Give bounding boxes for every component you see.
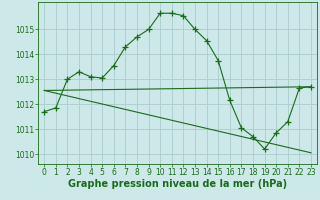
- X-axis label: Graphe pression niveau de la mer (hPa): Graphe pression niveau de la mer (hPa): [68, 179, 287, 189]
